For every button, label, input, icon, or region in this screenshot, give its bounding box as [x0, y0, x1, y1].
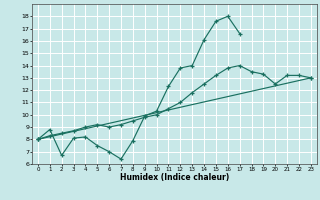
- X-axis label: Humidex (Indice chaleur): Humidex (Indice chaleur): [120, 173, 229, 182]
